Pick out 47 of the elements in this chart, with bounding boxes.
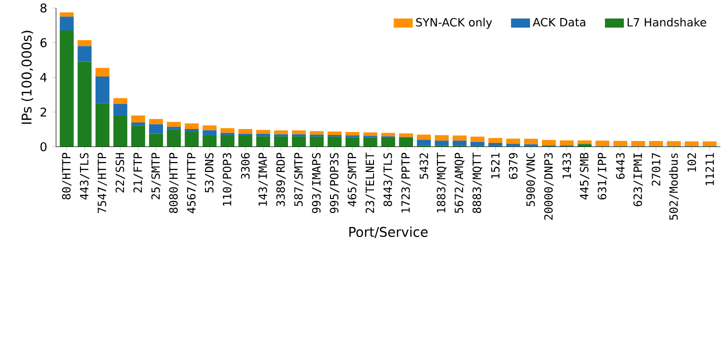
x-tick-label: 4567/HTTP xyxy=(187,152,196,214)
x-tick-label: 6379 xyxy=(508,153,518,179)
x-tick-label: 22/SSH xyxy=(116,153,126,193)
x-tick-label: 8080/HTTP xyxy=(169,152,179,214)
x-tick-label: 53/DNS xyxy=(204,153,214,193)
x-tick-label: 102 xyxy=(687,153,696,172)
x-tick-label: 465/SMTP xyxy=(348,152,358,206)
x-tick-label: 3306 xyxy=(241,153,250,179)
x-tick-label: 7547/HTTP xyxy=(98,152,108,214)
legend-label: L7 Handshake xyxy=(628,18,706,27)
y-tick-label: 6 xyxy=(40,38,47,48)
y-tick-label: 4 xyxy=(40,73,47,82)
x-tick-label: 587/SMTP xyxy=(294,152,304,206)
x-tick-label: 20000/DNP3 xyxy=(544,153,554,220)
x-tick-label: 443/TLS xyxy=(80,153,90,200)
x-tick-label: 445/SMB xyxy=(580,152,590,200)
x-tick-label: 1883/MQTT xyxy=(436,152,447,212)
x-tick-label: 23/TELNET xyxy=(366,152,376,214)
x-tick-label: 3389/RDP xyxy=(276,152,286,206)
x-tick-label: 25/SMTP xyxy=(151,152,161,200)
x-tick-label: 5672/AMQP xyxy=(454,152,465,214)
y-tick-label: 0 xyxy=(40,142,47,152)
x-tick-label: 502/Modbus xyxy=(669,154,679,220)
legend-label: SYN-ACK only xyxy=(416,18,492,29)
x-tick-label: 995/POP3S xyxy=(330,153,340,214)
x-tick-label: 27017 xyxy=(652,153,660,186)
legend-label: ACK Data xyxy=(532,18,586,27)
x-tick-label: 110/POP3 xyxy=(222,153,232,206)
x-tick-label: 623/IPMI xyxy=(633,154,643,206)
x-tick-label: 1521 xyxy=(491,153,500,178)
x-tick-label: 21/FTP xyxy=(133,152,143,193)
x-tick-label: 993/IMAPS xyxy=(312,153,322,214)
y-axis-title: IPs (100,000s) xyxy=(21,30,34,124)
x-tick-label: 1723/PPTP xyxy=(401,152,411,212)
x-tick-label: 1433 xyxy=(562,153,572,178)
x-tick-label: 6443 xyxy=(616,153,625,179)
x-tick-label: 5900/VNC xyxy=(526,153,536,206)
y-tick-label: 8 xyxy=(40,4,46,13)
x-tick-label: 5432 xyxy=(420,153,428,179)
x-tick-label: 11211 xyxy=(705,153,714,186)
x-tick-label: 631/IPP xyxy=(598,152,608,200)
x-tick-label: 143/IMAP xyxy=(258,152,268,206)
x-tick-label: 8883/MQTT xyxy=(472,152,482,214)
x-tick-label: 80/HTTP xyxy=(62,152,72,200)
x-axis-title: Port/Service xyxy=(349,226,428,238)
x-tick-label: 8443/TLS xyxy=(383,153,393,206)
y-tick-label: 2 xyxy=(40,108,46,117)
